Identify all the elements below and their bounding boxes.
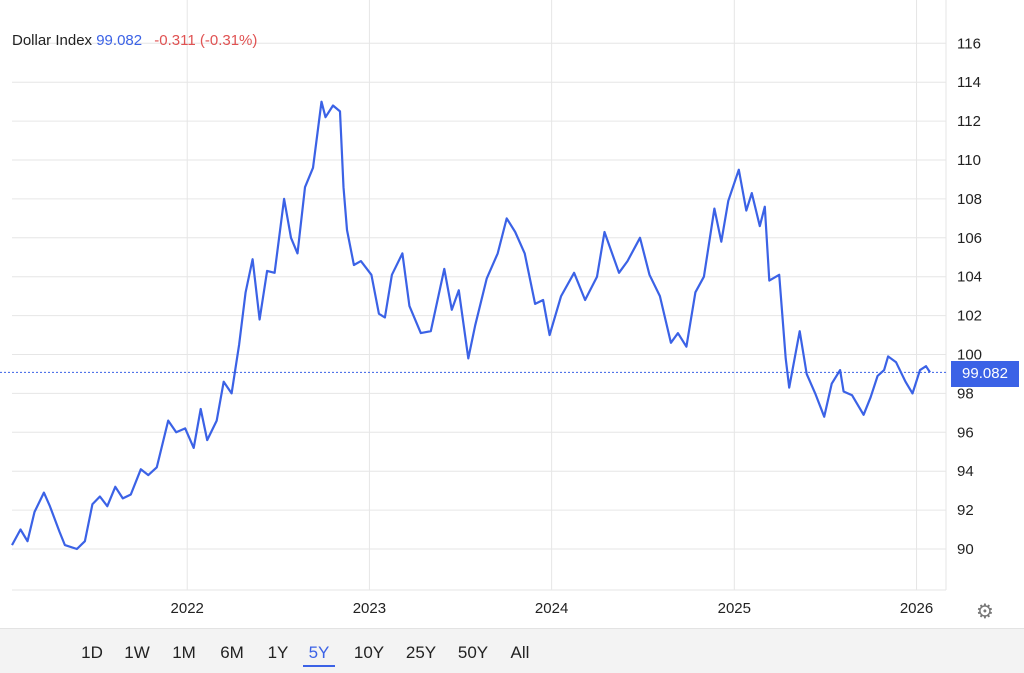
- y-tick-label: 102: [957, 308, 982, 325]
- x-tick-label: 2022: [171, 600, 204, 617]
- price-change: -0.311 (-0.31%): [154, 32, 258, 49]
- range-button-5y[interactable]: 5Y: [303, 639, 335, 667]
- y-tick-label: 116: [957, 35, 981, 52]
- y-tick-label: 90: [957, 541, 974, 558]
- x-axis: 2022 2023 2024 2025 2026: [171, 600, 934, 617]
- x-tick-label: 2026: [900, 600, 933, 617]
- instrument-name: Dollar Index: [12, 32, 93, 49]
- y-tick-label: 100: [957, 347, 982, 364]
- chart-header: Dollar Index 99.082 -0.311 (-0.31%): [12, 32, 257, 49]
- range-button-1w[interactable]: 1W: [121, 639, 153, 667]
- range-button-25y[interactable]: 25Y: [400, 639, 442, 667]
- x-tick-label: 2025: [718, 600, 751, 617]
- grid-lines: [12, 0, 947, 591]
- y-tick-label: 112: [957, 113, 981, 130]
- range-selector: 1D 1W 1M 6M 1Y 5Y 10Y 25Y 50Y All: [0, 628, 1024, 673]
- range-button-1m[interactable]: 1M: [168, 639, 200, 667]
- x-tick-label: 2024: [535, 600, 568, 617]
- x-tick-label: 2023: [353, 600, 386, 617]
- y-tick-label: 106: [957, 230, 982, 247]
- y-tick-label: 94: [957, 463, 974, 480]
- y-tick-label: 110: [957, 152, 981, 169]
- y-tick-label: 92: [957, 502, 974, 519]
- range-button-all[interactable]: All: [499, 639, 541, 667]
- gear-icon[interactable]: ⚙: [976, 601, 994, 623]
- y-tick-label: 96: [957, 424, 974, 441]
- series-line-dollar-index: [11, 100, 931, 551]
- last-value: 99.082: [96, 32, 143, 49]
- y-tick-label: 114: [957, 74, 981, 91]
- range-button-50y[interactable]: 50Y: [452, 639, 494, 667]
- y-axis: 90 92 94 96 98 100 102 104 106 108 110 112 114 116: [957, 35, 982, 558]
- range-button-1d[interactable]: 1D: [76, 639, 108, 667]
- y-tick-label: 104: [957, 269, 982, 286]
- last-price-tag: 99.082: [951, 361, 1019, 387]
- y-tick-label: 108: [957, 191, 982, 208]
- range-button-10y[interactable]: 10Y: [348, 639, 390, 667]
- range-button-6m[interactable]: 6M: [216, 639, 248, 667]
- range-button-1y[interactable]: 1Y: [262, 639, 294, 667]
- price-chart: 90 92 94 96 98 100 102 104 106 108 110 112 114 116 20…: [0, 0, 982, 617]
- y-tick-label: 98: [957, 385, 974, 402]
